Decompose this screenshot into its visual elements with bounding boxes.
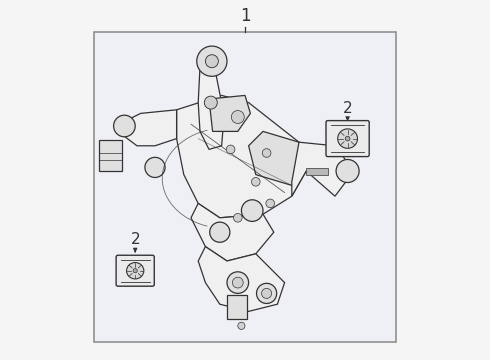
Bar [306, 168, 328, 175]
Text: 2: 2 [130, 232, 140, 247]
Circle shape [233, 213, 242, 222]
Text: 2: 2 [343, 100, 352, 116]
Circle shape [232, 277, 243, 288]
Circle shape [210, 222, 230, 242]
Ellipse shape [338, 129, 358, 148]
Polygon shape [292, 142, 346, 196]
Circle shape [197, 46, 227, 76]
Polygon shape [198, 65, 223, 149]
Polygon shape [191, 203, 274, 261]
Ellipse shape [126, 262, 144, 279]
Circle shape [257, 283, 277, 303]
Circle shape [262, 149, 271, 157]
Circle shape [266, 199, 274, 208]
Circle shape [242, 200, 263, 221]
FancyBboxPatch shape [116, 255, 154, 286]
Polygon shape [176, 95, 306, 218]
Text: 1: 1 [240, 7, 250, 25]
Circle shape [231, 111, 245, 123]
Bar [94, 32, 396, 342]
Circle shape [226, 145, 235, 154]
Circle shape [114, 115, 135, 137]
Polygon shape [209, 95, 250, 131]
Circle shape [336, 159, 359, 183]
Circle shape [205, 55, 219, 68]
Bar [99, 140, 122, 171]
Circle shape [238, 322, 245, 329]
Circle shape [145, 157, 165, 177]
Circle shape [204, 96, 217, 109]
Polygon shape [248, 131, 306, 185]
Circle shape [227, 272, 248, 293]
Circle shape [133, 269, 137, 273]
Polygon shape [122, 110, 176, 146]
Polygon shape [198, 247, 285, 311]
FancyBboxPatch shape [326, 121, 369, 157]
Circle shape [345, 136, 350, 141]
Circle shape [262, 288, 271, 298]
Bar [227, 295, 247, 319]
Circle shape [251, 177, 260, 186]
